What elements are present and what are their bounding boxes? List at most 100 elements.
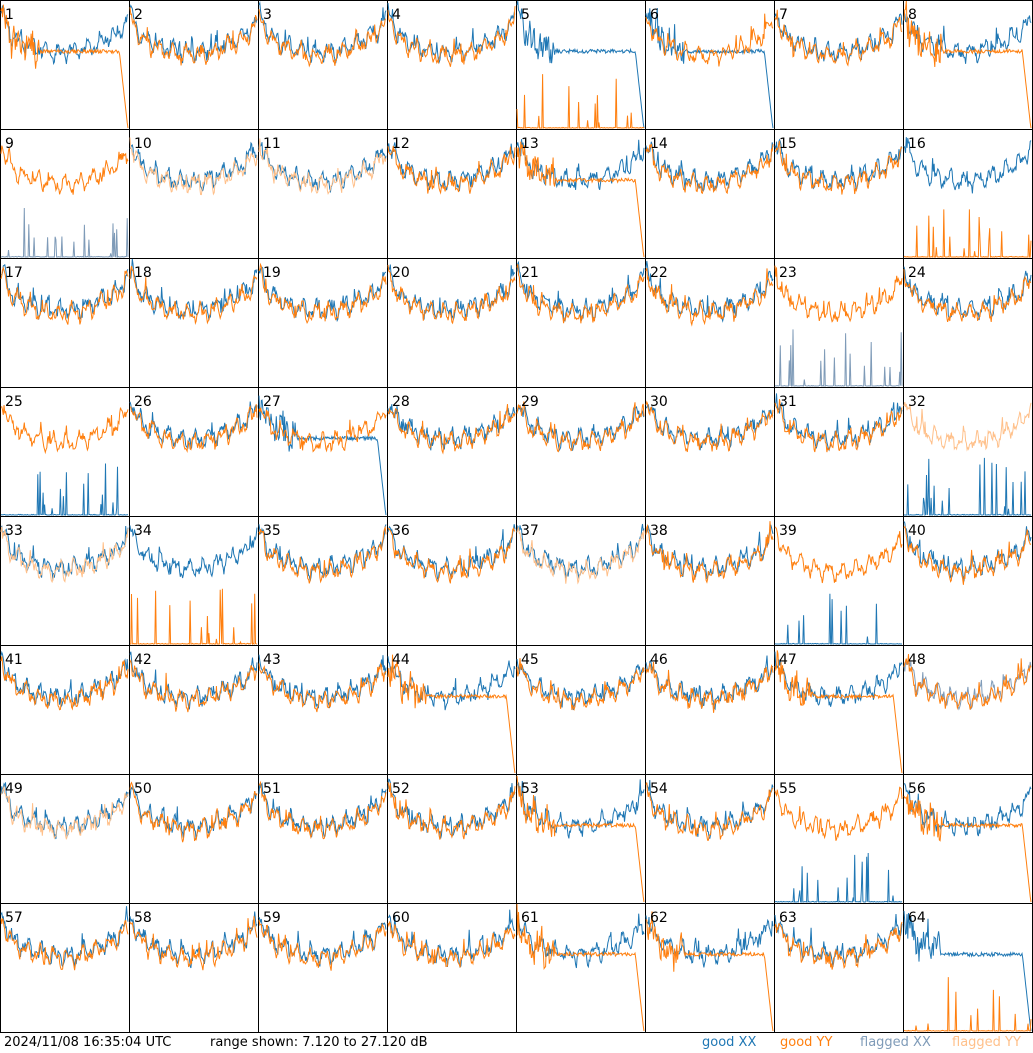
series-yy-line (387, 264, 516, 325)
series-yy-line (0, 785, 129, 840)
series-xx-line (645, 403, 774, 451)
panel-label: 60 (392, 910, 410, 926)
panel-frame (258, 0, 388, 130)
panel-label: 49 (5, 781, 23, 797)
legend-flagged-xx: flagged XX (860, 1035, 931, 1050)
panel-64: 64 (903, 903, 1033, 1033)
panel-38: 38 (645, 516, 775, 646)
series-xx-line (903, 457, 1031, 517)
panel-3: 3 (258, 0, 388, 130)
series-yy-line (516, 141, 645, 258)
panel-frame (387, 0, 517, 130)
series-xx-line (129, 525, 258, 579)
panel-10: 10 (129, 129, 259, 259)
panel-label: 55 (779, 781, 797, 797)
panel-59: 59 (258, 903, 388, 1033)
panel-33: 33 (0, 516, 130, 646)
series-yy-line (903, 977, 1032, 1032)
panel-label: 64 (908, 910, 926, 926)
series-yy-line (903, 269, 1032, 323)
panel-frame (645, 0, 775, 130)
series-xx-line (0, 207, 129, 258)
panel-61: 61 (516, 903, 646, 1033)
series-xx-line (387, 142, 516, 192)
series-yy-line (387, 782, 516, 840)
series-xx-line (774, 13, 903, 63)
panel-21: 21 (516, 258, 646, 388)
series-xx-line (387, 404, 516, 451)
panel-label: 27 (263, 394, 281, 410)
series-yy-line (774, 140, 903, 195)
series-yy-line (645, 911, 774, 1032)
series-xx-line (903, 660, 1032, 711)
series-xx-line (129, 401, 258, 449)
panel-label: 18 (134, 265, 152, 281)
panel-29: 29 (516, 387, 646, 517)
panel-42: 42 (129, 645, 259, 775)
panel-6: 6 (645, 0, 775, 130)
series-yy-line (258, 407, 387, 453)
series-yy-line (645, 143, 774, 195)
panel-label: 40 (908, 523, 926, 539)
series-yy-line (258, 780, 387, 840)
panel-52: 52 (387, 774, 517, 904)
panel-label: 63 (779, 910, 797, 926)
panel-label: 56 (908, 781, 926, 797)
panel-label: 22 (650, 265, 668, 281)
series-yy-line (258, 9, 387, 68)
series-yy-line (516, 903, 645, 1032)
panel-57: 57 (0, 903, 130, 1033)
series-yy-line (387, 6, 516, 67)
series-xx-line (516, 260, 645, 322)
panel-label: 10 (134, 136, 152, 152)
panel-label: 9 (5, 136, 14, 152)
panel-63: 63 (774, 903, 904, 1033)
series-xx-line (258, 654, 387, 709)
panel-16: 16 (903, 129, 1033, 259)
panel-label: 8 (908, 7, 917, 23)
panel-23: 23 (774, 258, 904, 388)
panel-25: 25 (0, 387, 130, 517)
panel-20: 20 (387, 258, 517, 388)
panel-13: 13 (516, 129, 646, 259)
panel-44: 44 (387, 645, 517, 775)
series-yy-line (774, 786, 903, 841)
panel-4: 4 (387, 0, 517, 130)
series-yy-line (645, 661, 774, 713)
range-label: range shown: 7.120 to 27.120 dB (210, 1035, 428, 1050)
series-yy-line (129, 7, 258, 66)
series-yy-line (387, 654, 516, 774)
panel-label: 59 (263, 910, 281, 926)
series-yy-line (0, 656, 129, 711)
panel-60: 60 (387, 903, 517, 1033)
panel-35: 35 (258, 516, 388, 646)
panel-50: 50 (129, 774, 259, 904)
series-yy-line (903, 402, 1032, 452)
panel-26: 26 (129, 387, 259, 517)
series-xx-line (903, 137, 1032, 194)
series-xx-line (387, 909, 516, 969)
panel-56: 56 (903, 774, 1033, 904)
panel-label: 33 (5, 523, 23, 539)
series-yy-line (258, 662, 387, 713)
panel-2: 2 (129, 0, 259, 130)
panel-label: 31 (779, 394, 797, 410)
panel-frame (903, 0, 1033, 130)
panel-label: 48 (908, 652, 926, 668)
panel-label: 62 (650, 910, 668, 926)
series-yy-line (130, 588, 258, 646)
series-yy-line (645, 782, 774, 841)
panel-label: 21 (521, 265, 539, 281)
panel-label: 45 (521, 652, 539, 668)
panel-12: 12 (387, 129, 517, 259)
series-yy-line (387, 145, 516, 195)
panel-label: 16 (908, 136, 926, 152)
series-yy-line (387, 527, 516, 584)
series-xx-line (258, 782, 387, 839)
panel-label: 17 (5, 265, 23, 281)
panel-54: 54 (645, 774, 775, 904)
panel-label: 37 (521, 523, 539, 539)
panel-37: 37 (516, 516, 646, 646)
series-xx-line (645, 141, 774, 192)
series-yy-line (516, 74, 645, 130)
